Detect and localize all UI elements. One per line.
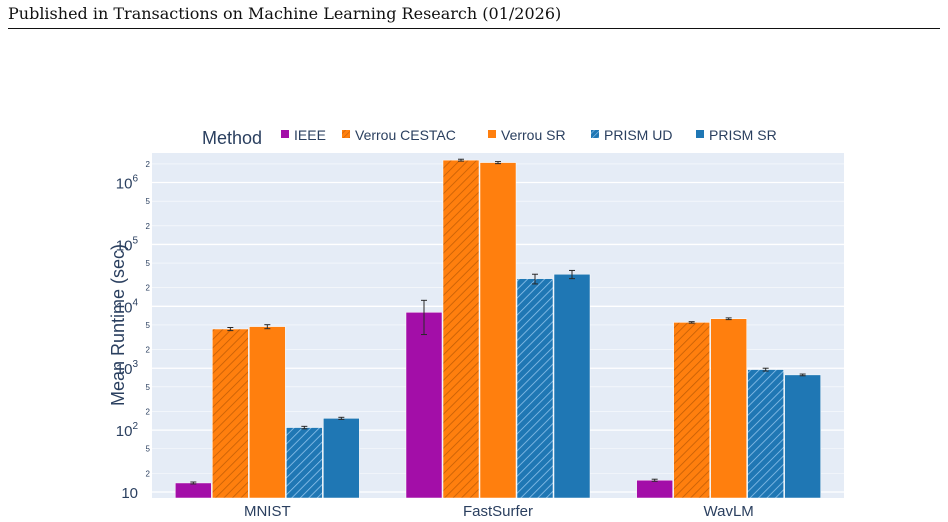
x-tick-label: FastSurfer [463,503,533,520]
y-minor-tick-label: 2 [146,346,151,355]
y-minor-tick-label: 5 [146,383,151,392]
legend-title: Method [202,128,262,148]
bar [479,162,517,499]
bar [323,418,360,499]
y-tick-label: 105 [116,235,139,254]
legend-label: PRISM UD [604,127,672,143]
legend-swatch [281,130,289,138]
y-tick-label: 103 [116,359,139,378]
legend-label: Verrou SR [501,127,566,143]
y-minor-tick-label: 2 [146,222,151,231]
bar [636,479,673,499]
bar [286,427,323,499]
legend-swatch [342,130,350,138]
legend: Method IEEE Verrou CESTAC Verrou SR PRISM UD… [202,127,777,148]
y-minor-tick-label: 2 [146,284,151,293]
bar [673,322,710,499]
legend-label: Verrou CESTAC [355,127,456,143]
y-minor-tick-label: 5 [146,197,151,206]
header-rule [8,28,940,29]
bar [175,482,212,499]
bars [175,158,821,499]
y-minor-tick-label: 2 [146,160,151,169]
legend-swatch [488,130,496,138]
y-minor-tick-label: 5 [146,259,151,268]
bar [516,278,554,499]
y-minor-tick-label: 5 [146,321,151,330]
axes: 10 102 103 104 105 106 2 5 2 5 2 5 2 5 2 5 2 MNIST FastSur… [116,160,754,520]
x-tick-label: WavLM [704,503,754,520]
bar [442,159,480,499]
legend-swatch [696,130,704,138]
bar [747,369,784,499]
bar [212,328,249,499]
legend-label: IEEE [294,127,326,143]
y-tick-label: 102 [116,421,139,440]
y-minor-tick-label: 2 [146,469,151,478]
bar [553,273,591,499]
bar [784,374,821,499]
y-minor-tick-label: 5 [146,445,151,454]
y-tick-label: 106 [116,174,139,193]
y-minor-tick-label: 2 [146,407,151,416]
bar [249,326,286,499]
y-tick-label: 10 [121,485,138,502]
page-header: Published in Transactions on Machine Lea… [8,4,562,23]
bar [710,318,747,499]
x-tick-label: MNIST [244,503,291,520]
y-tick-label: 104 [116,297,139,316]
y-axis-title: Mean Runtime (sec) [108,244,128,406]
legend-label: PRISM SR [709,127,777,143]
bar [405,312,443,499]
legend-swatch [591,130,599,138]
